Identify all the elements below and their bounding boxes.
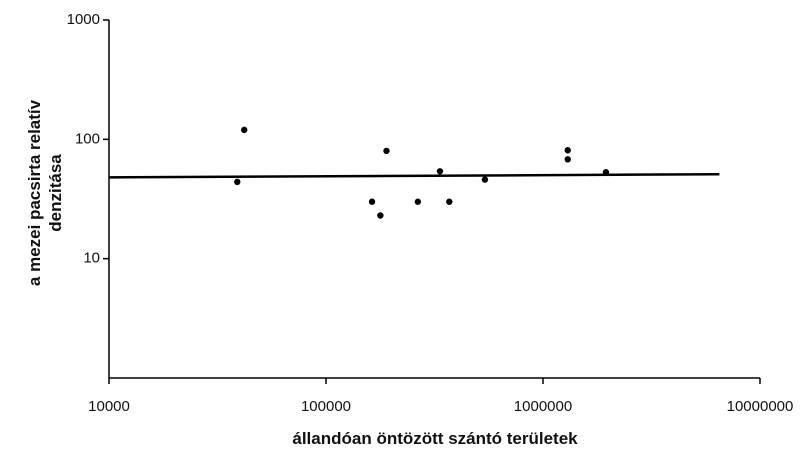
y-tick-label: 10: [83, 250, 100, 267]
data-point: [414, 198, 422, 205]
data-point: [564, 147, 571, 154]
y-tick-label: 1000: [67, 11, 100, 28]
y-axis-title-line2: denzitása: [46, 154, 65, 232]
axes: [108, 20, 760, 379]
x-axis-title: állandóan öntözött szántó területek: [292, 429, 578, 448]
data-point: [602, 169, 610, 176]
data-point: [436, 168, 444, 175]
y-axis-title-line1: a mezei pacsirta relatív: [25, 99, 44, 286]
data-point: [446, 198, 453, 205]
data-point: [241, 126, 248, 134]
data-point: [234, 178, 241, 186]
trendline: [108, 172, 720, 179]
x-tick-label: 10000: [88, 398, 130, 415]
y-axis-ticks: 10 100 1000: [67, 11, 109, 267]
data-point: [383, 147, 390, 155]
data-point: [377, 212, 384, 219]
y-tick-label: 100: [75, 130, 100, 147]
x-tick-label: 1000000: [514, 398, 572, 415]
data-point: [481, 176, 489, 183]
data-point: [368, 198, 376, 205]
x-tick-label: 100000: [301, 398, 351, 415]
x-axis-ticks: 10000 100000 1000000 10000000: [88, 378, 793, 415]
data-point: [564, 156, 571, 163]
x-tick-label: 10000000: [727, 398, 794, 415]
data-points: [234, 126, 610, 219]
y-axis-title: a mezei pacsirta relatív denzitása: [25, 99, 65, 286]
trendline-group: [108, 172, 720, 179]
